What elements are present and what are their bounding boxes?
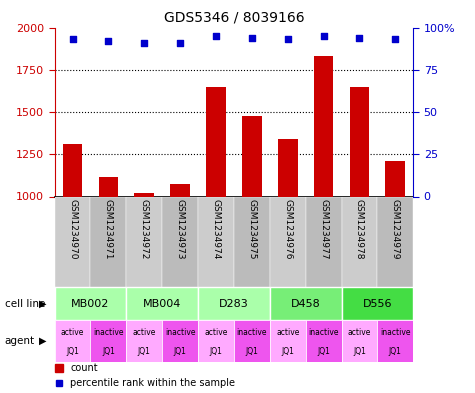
- Text: GSM1234972: GSM1234972: [140, 199, 149, 260]
- Text: JQ1: JQ1: [209, 347, 222, 356]
- Bar: [170, 184, 190, 196]
- Point: [176, 40, 184, 46]
- Text: JQ1: JQ1: [353, 347, 366, 356]
- Bar: [63, 144, 83, 196]
- Text: ▶: ▶: [39, 336, 47, 346]
- Bar: [270, 320, 306, 362]
- Bar: [55, 320, 91, 362]
- Text: MB004: MB004: [143, 299, 181, 309]
- Text: GSM1234975: GSM1234975: [247, 199, 257, 260]
- Text: JQ1: JQ1: [389, 347, 402, 356]
- Text: JQ1: JQ1: [138, 347, 151, 356]
- Point: [391, 36, 399, 42]
- Bar: [385, 161, 405, 196]
- Text: GSM1234978: GSM1234978: [355, 199, 364, 260]
- Bar: [342, 320, 378, 362]
- Bar: [278, 139, 298, 196]
- Text: JQ1: JQ1: [317, 347, 330, 356]
- Bar: [234, 320, 270, 362]
- Text: JQ1: JQ1: [281, 347, 294, 356]
- Bar: [55, 287, 126, 320]
- Bar: [126, 320, 162, 362]
- Bar: [198, 287, 270, 320]
- Text: JQ1: JQ1: [66, 347, 79, 356]
- Text: JQ1: JQ1: [174, 347, 187, 356]
- Text: cell line: cell line: [5, 299, 45, 309]
- Point: [356, 35, 363, 41]
- Bar: [242, 116, 262, 196]
- Point: [212, 33, 220, 39]
- Bar: [198, 196, 234, 287]
- Text: active: active: [204, 328, 228, 337]
- Bar: [126, 287, 198, 320]
- Point: [248, 35, 256, 41]
- Text: inactive: inactive: [93, 328, 124, 337]
- Bar: [98, 177, 118, 196]
- Bar: [270, 287, 342, 320]
- Point: [320, 33, 327, 39]
- Text: agent: agent: [5, 336, 35, 346]
- Bar: [306, 196, 342, 287]
- Text: MB002: MB002: [71, 299, 110, 309]
- Text: active: active: [276, 328, 299, 337]
- Text: GSM1234970: GSM1234970: [68, 199, 77, 260]
- Legend: count, percentile rank within the sample: count, percentile rank within the sample: [55, 363, 235, 388]
- Text: inactive: inactive: [237, 328, 267, 337]
- Bar: [270, 196, 306, 287]
- Title: GDS5346 / 8039166: GDS5346 / 8039166: [163, 11, 304, 25]
- Bar: [91, 320, 126, 362]
- Bar: [378, 320, 413, 362]
- Text: active: active: [133, 328, 156, 337]
- Text: GSM1234974: GSM1234974: [211, 199, 220, 260]
- Text: GSM1234976: GSM1234976: [283, 199, 292, 260]
- Point: [141, 40, 148, 46]
- Bar: [350, 86, 370, 196]
- Text: inactive: inactive: [165, 328, 195, 337]
- Text: GSM1234977: GSM1234977: [319, 199, 328, 260]
- Bar: [162, 196, 198, 287]
- Text: JQ1: JQ1: [246, 347, 258, 356]
- Bar: [55, 196, 91, 287]
- Bar: [314, 56, 333, 196]
- Text: GSM1234979: GSM1234979: [391, 199, 400, 260]
- Bar: [206, 86, 226, 196]
- Text: GSM1234973: GSM1234973: [176, 199, 185, 260]
- Bar: [126, 196, 162, 287]
- Text: ▶: ▶: [39, 299, 47, 309]
- Bar: [162, 320, 198, 362]
- Bar: [234, 196, 270, 287]
- Point: [69, 36, 76, 42]
- Text: inactive: inactive: [308, 328, 339, 337]
- Text: JQ1: JQ1: [102, 347, 115, 356]
- Bar: [378, 196, 413, 287]
- Text: GSM1234971: GSM1234971: [104, 199, 113, 260]
- Bar: [342, 196, 378, 287]
- Text: active: active: [61, 328, 84, 337]
- Bar: [91, 196, 126, 287]
- Bar: [342, 287, 413, 320]
- Text: D556: D556: [362, 299, 392, 309]
- Bar: [134, 193, 154, 196]
- Point: [104, 38, 112, 44]
- Bar: [306, 320, 342, 362]
- Point: [284, 36, 292, 42]
- Text: inactive: inactive: [380, 328, 410, 337]
- Bar: [198, 320, 234, 362]
- Text: active: active: [348, 328, 371, 337]
- Text: D458: D458: [291, 299, 321, 309]
- Text: D283: D283: [219, 299, 249, 309]
